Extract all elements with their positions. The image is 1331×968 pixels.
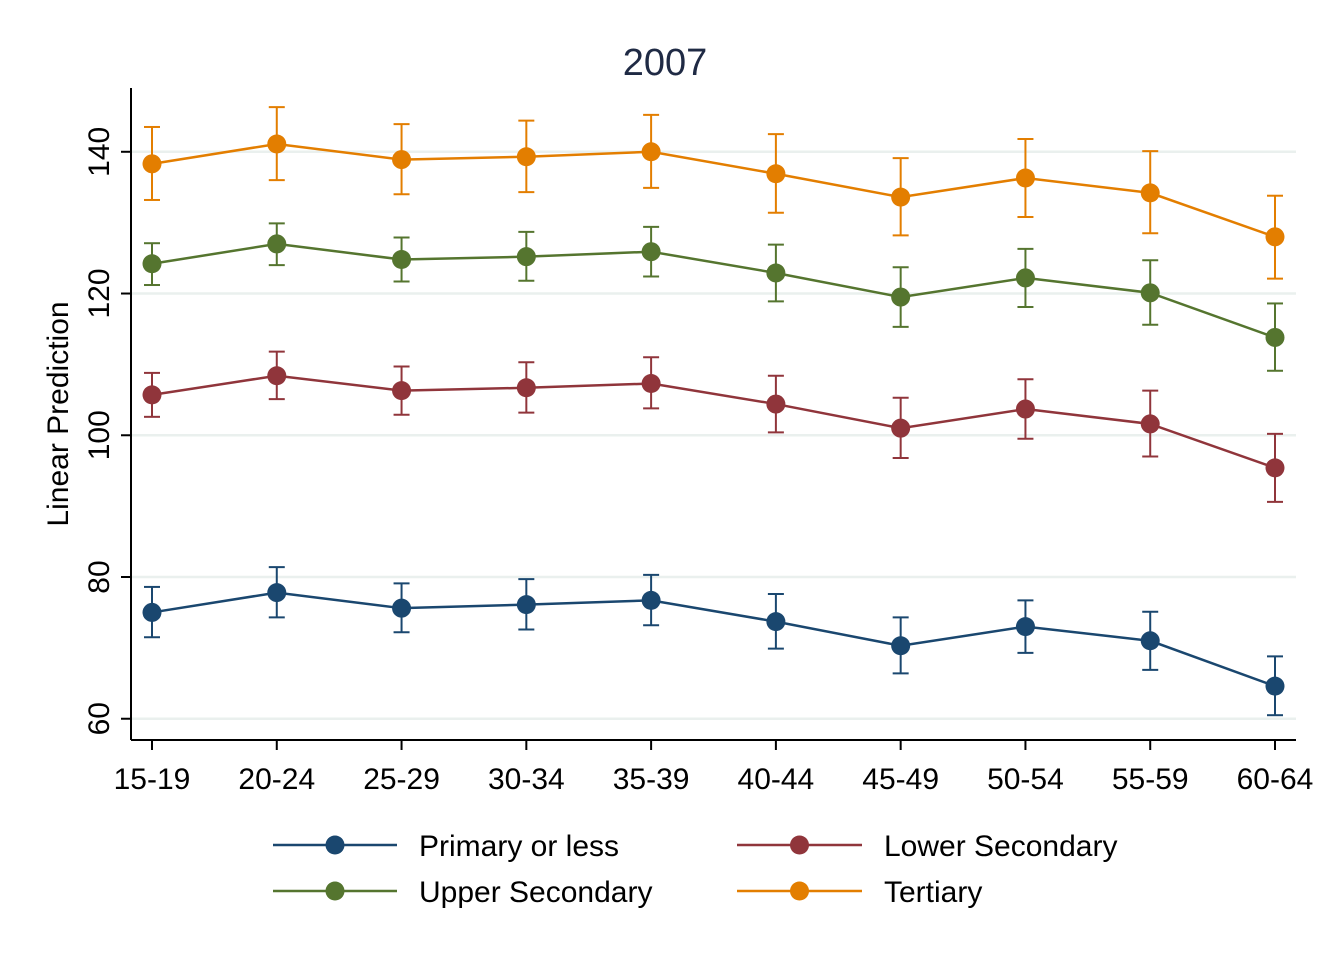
y-tick-label: 60 [83, 702, 116, 735]
data-point [392, 250, 412, 270]
data-point [766, 164, 786, 184]
legend-label: Primary or less [419, 830, 619, 863]
data-point [891, 287, 911, 307]
x-tick-label: 55-59 [1112, 763, 1189, 796]
data-point [142, 385, 162, 405]
y-axis-label: Linear Prediction [42, 301, 75, 526]
data-point [1015, 168, 1035, 188]
legend-marker [790, 881, 809, 901]
data-point [1265, 458, 1285, 478]
data-point [392, 150, 412, 170]
chart-title: 2007 [623, 42, 708, 84]
data-point [142, 254, 162, 274]
data-point [1265, 327, 1285, 347]
data-point [891, 636, 911, 656]
legend-marker [790, 835, 809, 855]
legend-marker [325, 881, 345, 901]
data-point [766, 612, 786, 632]
data-point [392, 598, 412, 618]
data-point [1015, 617, 1035, 637]
y-axis-ticks: 60 80 100 120 140 [83, 127, 131, 735]
data-point [516, 595, 536, 615]
data-point [267, 234, 287, 254]
data-point [641, 142, 661, 162]
series-line [151, 374, 1276, 470]
data-point [1015, 268, 1035, 288]
series-3 [142, 106, 1285, 280]
y-tick-label: 120 [83, 268, 116, 318]
x-axis-ticks: 15-19 20-24 25-29 30-34 35-39 40-44 45-49 50-54… [114, 740, 1314, 796]
series-0 [142, 566, 1285, 717]
legend-item: Primary or less [273, 830, 619, 863]
gridlines [131, 150, 1296, 720]
data-point [641, 374, 661, 394]
legend: Primary or less Lower Secondary Upper Seco… [273, 830, 1117, 909]
x-tick-label: 40-44 [738, 763, 815, 796]
series-line [151, 591, 1276, 688]
data-point [142, 154, 162, 174]
x-tick-label: 60-64 [1237, 763, 1314, 796]
y-tick-label: 100 [83, 410, 116, 460]
x-tick-label: 20-24 [238, 763, 315, 796]
data-point [142, 602, 162, 622]
data-point [1265, 227, 1285, 247]
series-1 [142, 350, 1285, 503]
data-point [641, 242, 661, 262]
legend-label: Lower Secondary [884, 830, 1117, 863]
data-point [1140, 183, 1160, 203]
data-point [641, 590, 661, 610]
legend-label: Tertiary [884, 876, 982, 909]
data-point [766, 394, 786, 414]
data-point [1140, 414, 1160, 434]
data-point [267, 134, 287, 154]
data-point [766, 263, 786, 283]
y-tick-label: 140 [83, 127, 116, 177]
data-point [516, 247, 536, 267]
series-layer [142, 106, 1285, 717]
legend-marker [325, 835, 345, 855]
data-point [516, 378, 536, 398]
x-tick-label: 15-19 [114, 763, 191, 796]
data-point [891, 418, 911, 438]
data-point [1140, 631, 1160, 651]
legend-item: Tertiary [737, 876, 982, 909]
series-2 [142, 222, 1285, 372]
x-tick-label: 45-49 [862, 763, 939, 796]
series-line [151, 242, 1276, 339]
legend-label: Upper Secondary [419, 876, 652, 909]
x-tick-label: 35-39 [613, 763, 690, 796]
data-point [1265, 676, 1285, 696]
data-point [267, 583, 287, 603]
data-point [267, 366, 287, 386]
data-point [891, 187, 911, 207]
legend-item: Upper Secondary [273, 876, 652, 909]
data-point [516, 147, 536, 167]
x-tick-label: 30-34 [488, 763, 565, 796]
data-point [1015, 399, 1035, 419]
legend-item: Lower Secondary [737, 830, 1117, 863]
y-tick-label: 80 [83, 560, 116, 593]
x-tick-label: 25-29 [363, 763, 440, 796]
series-line [151, 142, 1276, 239]
data-point [1140, 283, 1160, 303]
data-point [392, 381, 412, 401]
x-tick-label: 50-54 [987, 763, 1064, 796]
